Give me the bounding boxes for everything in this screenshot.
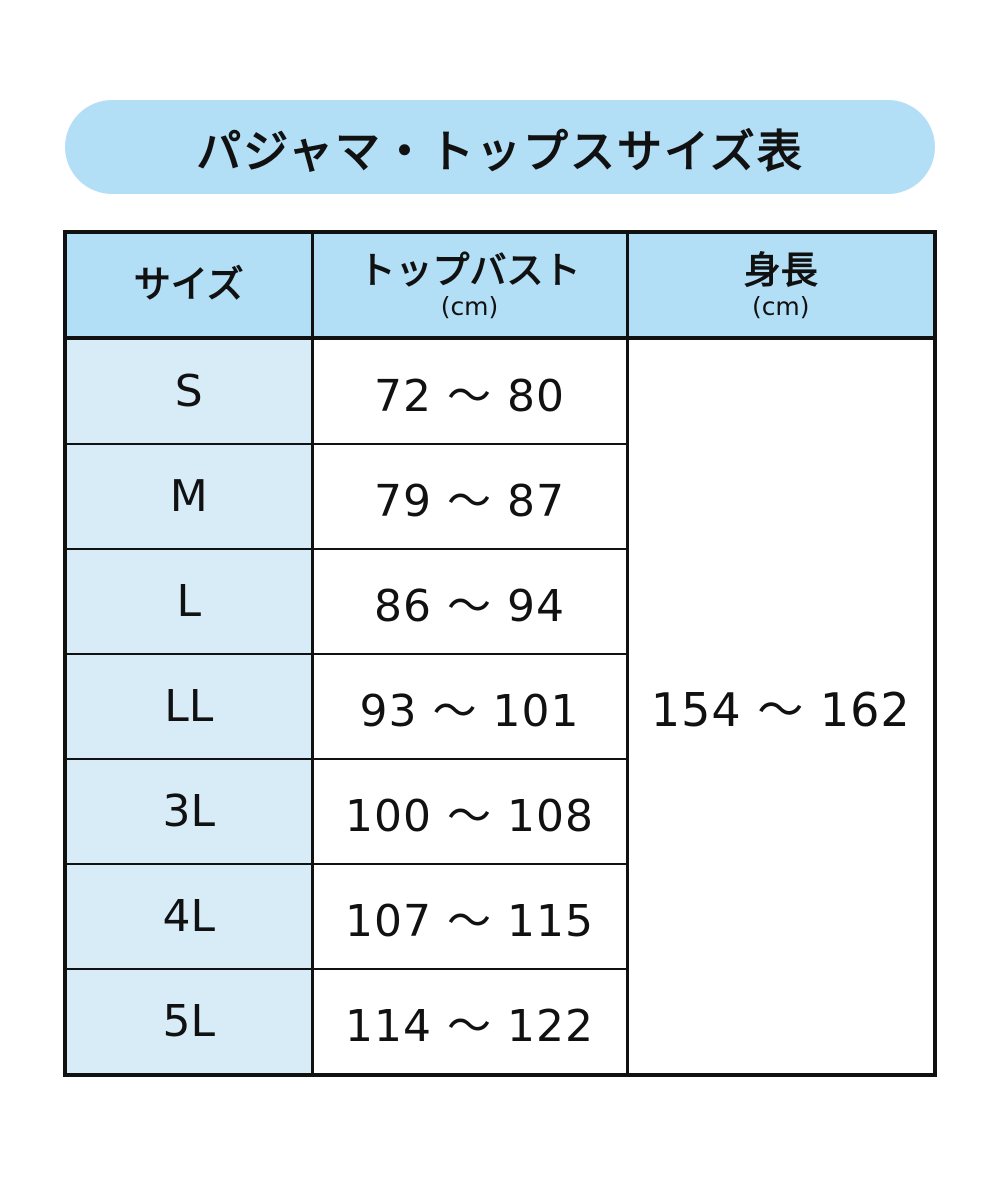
size-table-body: S 72 〜 80 154 〜 162 M 79 〜 87 L 86 〜 94 … xyxy=(63,337,937,1076)
bust-range: 93 〜 101 xyxy=(310,653,629,760)
table-row-s: S 72 〜 80 154 〜 162 xyxy=(63,337,937,1076)
size-label: M xyxy=(63,443,314,550)
bust-range: 79 〜 87 xyxy=(310,443,629,550)
size-label: 3L xyxy=(63,758,314,865)
bust-range: 100 〜 108 xyxy=(310,758,629,865)
table-row-m: M 79 〜 87 xyxy=(63,443,935,550)
table-row-3l: 3L 100 〜 108 xyxy=(63,758,935,865)
header-height-label: 身長 xyxy=(743,248,818,292)
table-row-4l: 4L 107 〜 115 xyxy=(63,863,935,970)
header-bust-unit: (cm) xyxy=(440,291,499,321)
page-title: パジャマ・トップスサイズ表 xyxy=(196,124,804,178)
size-table-header: サイズ トップバスト (cm) 身長 (cm) xyxy=(63,231,937,340)
header-cell-size: サイズ xyxy=(63,231,314,340)
bust-range: 86 〜 94 xyxy=(310,548,629,655)
header-row: サイズ トップバスト (cm) 身長 (cm) xyxy=(63,231,937,340)
bust-range: 114 〜 122 xyxy=(310,968,629,1076)
bust-range: 72 〜 80 xyxy=(310,337,629,445)
size-label: S xyxy=(63,337,314,445)
header-size-label: サイズ xyxy=(133,262,244,306)
header-cell-height: 身長 (cm) xyxy=(625,231,937,340)
height-merged-cell: 154 〜 162 xyxy=(625,337,937,1076)
size-label: 5L xyxy=(63,968,314,1076)
header-height-unit: (cm) xyxy=(751,291,810,321)
size-label: LL xyxy=(63,653,314,760)
title-pill: パジャマ・トップスサイズ表 xyxy=(65,100,935,194)
header-cell-bust: トップバスト (cm) xyxy=(310,231,629,340)
table-row-l: L 86 〜 94 xyxy=(63,548,935,655)
size-label: L xyxy=(63,548,314,655)
size-table: サイズ トップバスト (cm) 身長 (cm) S 72 〜 80 154 〜 … xyxy=(63,230,937,1077)
size-label: 4L xyxy=(63,863,314,970)
table-row-ll: LL 93 〜 101 xyxy=(63,653,935,760)
table-row-5l: 5L 114 〜 122 xyxy=(63,968,935,1076)
bust-range: 107 〜 115 xyxy=(310,863,629,970)
header-bust-label: トップバスト xyxy=(358,248,581,292)
